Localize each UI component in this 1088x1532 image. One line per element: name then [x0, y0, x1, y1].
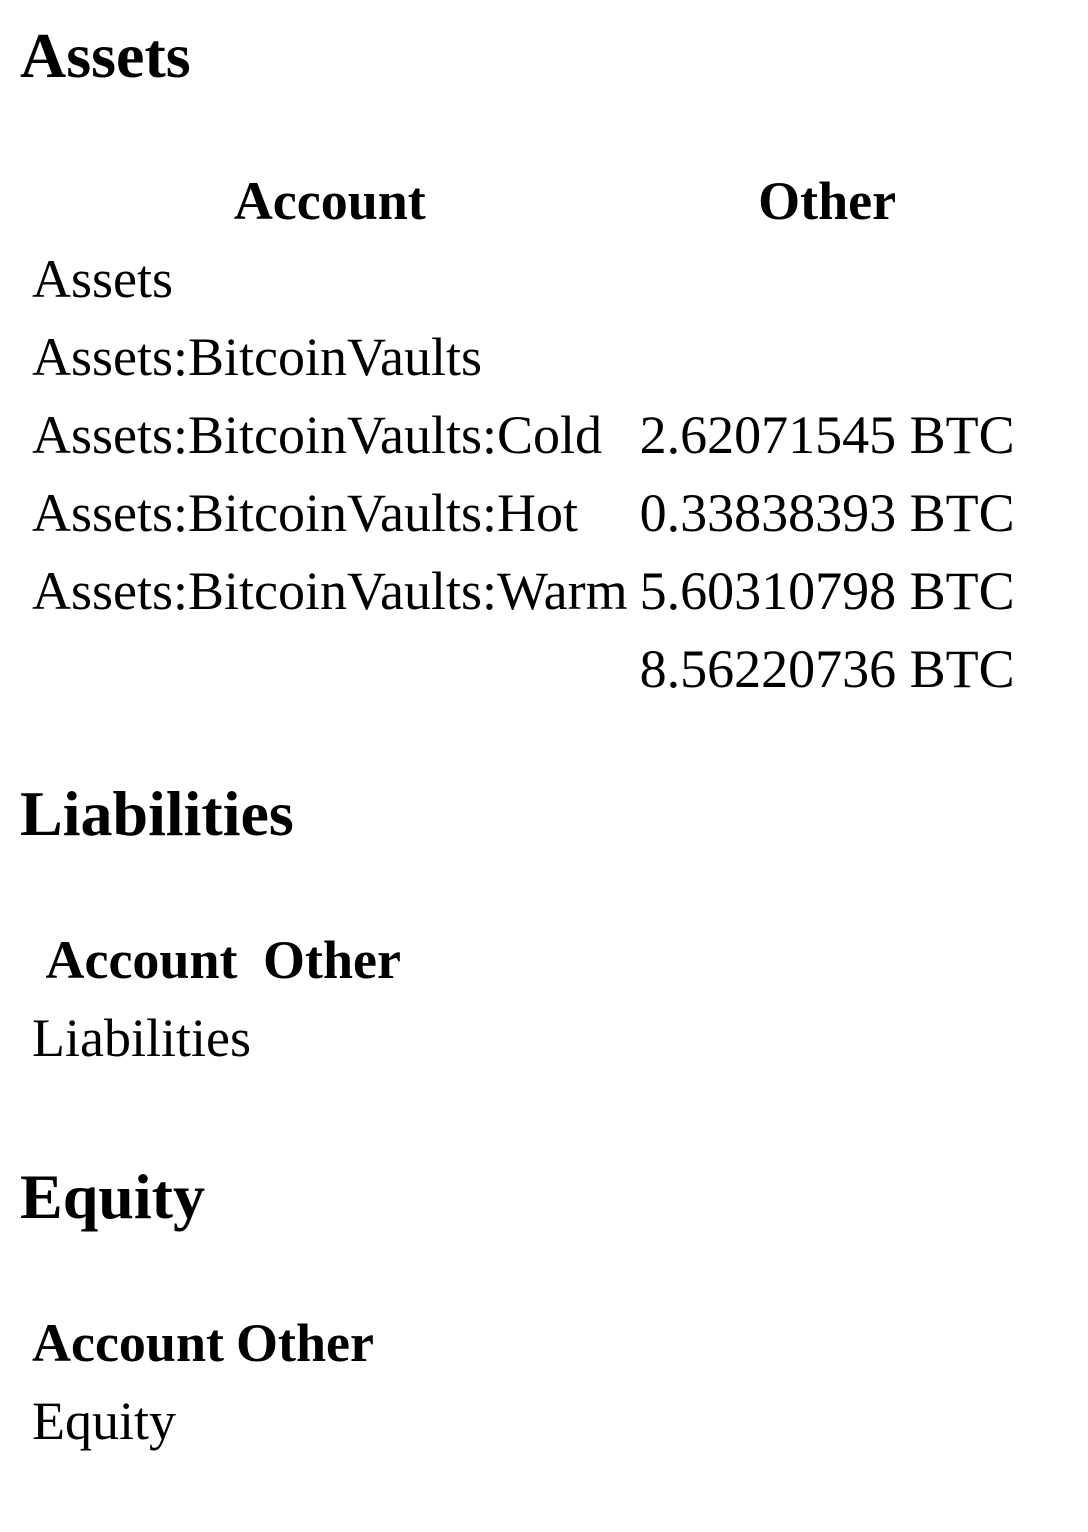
amount-cell	[236, 1382, 374, 1460]
total-row: 8.56220736 BTC	[32, 630, 1015, 708]
account-cell: Assets:BitcoinVaults	[32, 327, 483, 387]
column-header-account: Account	[32, 1313, 224, 1373]
column-header-other: Other	[758, 171, 897, 231]
table-row: Liabilities	[32, 999, 401, 1077]
account-cell: Liabilities	[32, 1008, 251, 1068]
liabilities-table: Account Other Liabilities	[20, 921, 413, 1077]
assets-table: Account Other Assets Assets:BitcoinVault…	[20, 162, 1027, 708]
table-row: Assets	[32, 240, 1015, 318]
section-title-assets: Assets	[20, 20, 191, 91]
account-cell: Assets	[32, 249, 174, 309]
amount-cell: 2.62071545 BTC	[639, 405, 1015, 465]
amount-cell	[263, 999, 401, 1077]
column-header-account: Account	[45, 930, 238, 990]
total-label-cell	[32, 630, 628, 708]
table-header-row: Account Other	[32, 921, 401, 999]
total-amount-cell: 8.56220736 BTC	[639, 639, 1015, 699]
account-cell: Assets:BitcoinVaults:Warm	[32, 561, 628, 621]
table-header-row: Account Other	[32, 1304, 374, 1382]
section-title-liabilities: Liabilities	[20, 778, 294, 849]
table-row: Assets:BitcoinVaults	[32, 318, 1015, 396]
column-header-account: Account	[233, 171, 426, 231]
account-cell: Assets:BitcoinVaults:Cold	[32, 405, 603, 465]
column-header-other: Other	[262, 930, 401, 990]
equity-table: Account Other Equity	[20, 1304, 386, 1460]
section-title-equity: Equity	[20, 1161, 205, 1232]
table-row: Assets:BitcoinVaults:Hot 0.33838393 BTC	[32, 474, 1015, 552]
table-row: Assets:BitcoinVaults:Cold 2.62071545 BTC	[32, 396, 1015, 474]
table-header-row: Account Other	[32, 162, 1015, 240]
amount-cell	[640, 318, 1015, 396]
account-cell: Equity	[32, 1391, 176, 1451]
account-cell: Assets:BitcoinVaults:Hot	[32, 483, 579, 543]
column-header-other: Other	[235, 1313, 374, 1373]
amount-cell: 5.60310798 BTC	[639, 561, 1015, 621]
amount-cell	[640, 240, 1015, 318]
table-row: Assets:BitcoinVaults:Warm 5.60310798 BTC	[32, 552, 1015, 630]
amount-cell: 0.33838393 BTC	[639, 483, 1015, 543]
table-row: Equity	[32, 1382, 374, 1460]
